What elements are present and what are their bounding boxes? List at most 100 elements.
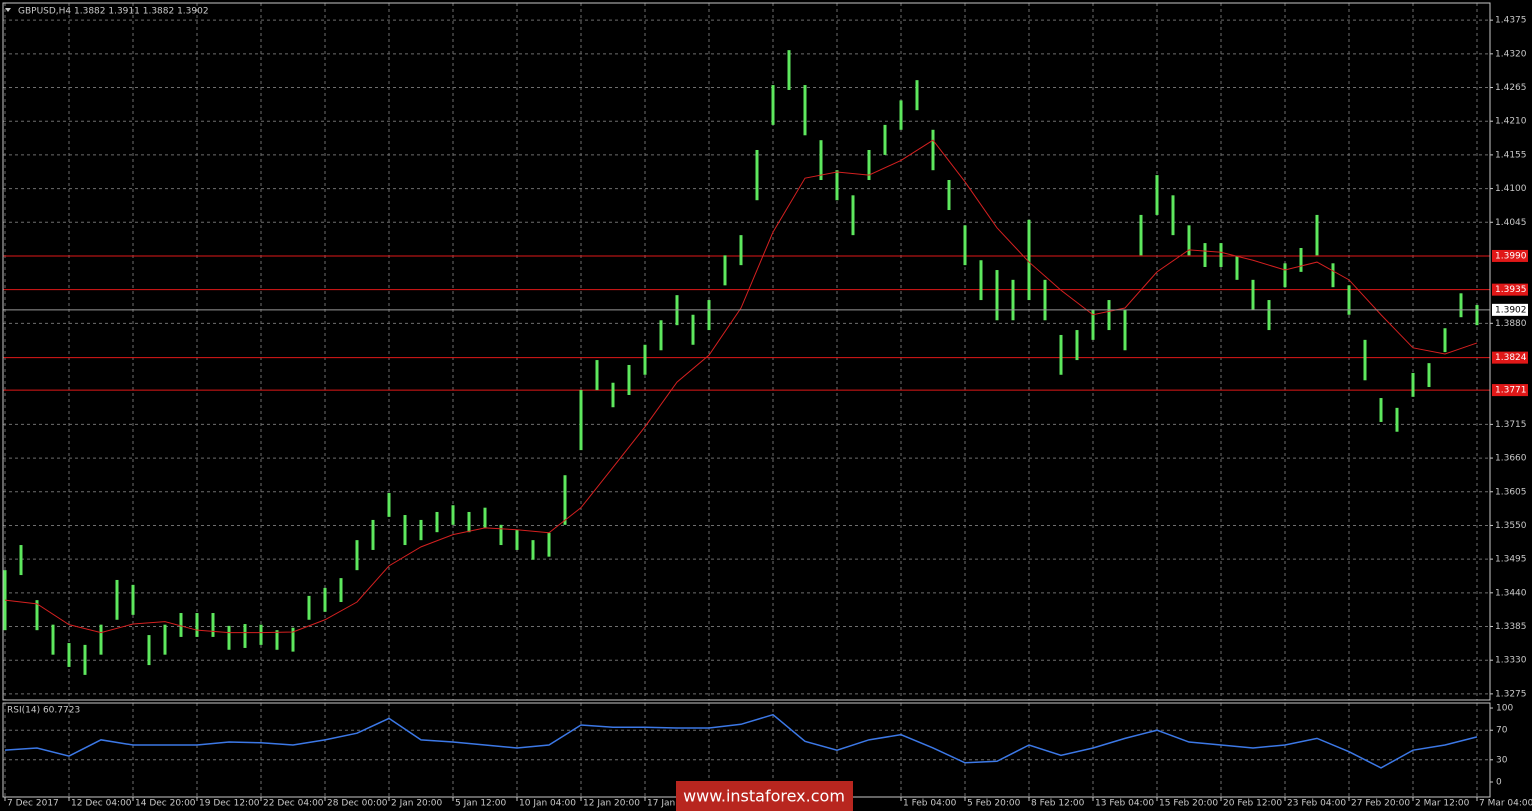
price-bar xyxy=(1363,339,1367,381)
price-bar xyxy=(1107,300,1111,331)
price-bar xyxy=(515,529,519,550)
x-tick-label: 14 Dec 20:00 xyxy=(135,799,196,809)
rsi-line xyxy=(4,713,1478,769)
y-tick-label: 1.4045 xyxy=(1495,218,1527,228)
watermark: www.instaforex.com xyxy=(683,787,845,806)
price-bar xyxy=(307,595,311,620)
x-tick-label: 1 Feb 04:00 xyxy=(903,799,957,809)
y-tick-label: 1.3660 xyxy=(1495,454,1527,464)
price-bar xyxy=(643,344,647,375)
level-label: 1.3935 xyxy=(1495,285,1527,295)
price-bar xyxy=(451,505,455,525)
price-bar xyxy=(19,545,23,576)
price-bar xyxy=(979,260,983,301)
y-tick-label: 1.3605 xyxy=(1495,487,1527,497)
price-bar xyxy=(1443,328,1447,353)
price-bar xyxy=(1027,219,1031,301)
price-bar xyxy=(659,320,663,351)
price-bar xyxy=(131,584,135,615)
price-bar xyxy=(851,195,855,236)
x-tick-label: 12 Jan 20:00 xyxy=(583,799,640,809)
level-box xyxy=(1492,283,1528,296)
y-tick-label: 1.3275 xyxy=(1495,689,1527,699)
moving-average xyxy=(4,139,1478,634)
price-bar xyxy=(691,314,695,345)
price-bar xyxy=(1123,309,1127,351)
x-tick-label: 19 Dec 12:00 xyxy=(199,799,260,809)
y-tick-label: 30 xyxy=(1496,755,1508,765)
price-bar xyxy=(563,475,567,525)
price-bar xyxy=(1219,243,1223,267)
price-bar xyxy=(147,635,151,666)
price-bar xyxy=(931,129,935,171)
price-bar xyxy=(947,180,951,211)
price-bar xyxy=(467,511,471,533)
price-bar xyxy=(1459,293,1463,318)
y-tick-label: 1.4155 xyxy=(1495,150,1527,160)
price-bar xyxy=(899,100,903,130)
price-bar xyxy=(419,519,423,541)
price-bar xyxy=(35,600,39,631)
price-bar xyxy=(1011,279,1015,321)
price-bar xyxy=(1251,279,1255,310)
x-tick-label: 2 Jan 20:00 xyxy=(391,799,443,809)
price-bar xyxy=(179,613,183,637)
price-bar xyxy=(211,613,215,637)
x-tick-label: 7 Dec 2017 xyxy=(7,799,59,809)
x-tick-label: 15 Feb 20:00 xyxy=(1159,799,1218,809)
x-tick-label: 22 Dec 04:00 xyxy=(263,799,324,809)
level-box xyxy=(1492,249,1528,262)
price-bar xyxy=(291,627,295,652)
price-bar xyxy=(227,625,231,650)
x-tick-label: 17 Jan 12:00 xyxy=(647,799,704,809)
price-bar xyxy=(1427,363,1431,388)
price-bar xyxy=(595,360,599,391)
price-bar xyxy=(51,624,55,655)
price-bar xyxy=(83,644,87,675)
price-bar xyxy=(579,390,583,451)
price-bar xyxy=(1411,372,1415,397)
y-tick-label: 1.3550 xyxy=(1495,521,1527,531)
y-tick-label: 1.4100 xyxy=(1495,184,1527,194)
level-label: 1.3771 xyxy=(1495,386,1527,396)
last-price-label: 1.3902 xyxy=(1495,305,1527,315)
price-bar xyxy=(435,511,439,533)
x-tick-label: 5 Jan 12:00 xyxy=(455,799,507,809)
price-bar xyxy=(739,235,743,266)
price-bar xyxy=(339,578,343,603)
price-bar xyxy=(1187,225,1191,256)
y-tick-label: 70 xyxy=(1496,726,1508,736)
price-bar xyxy=(883,124,887,155)
x-tick-label: 23 Feb 04:00 xyxy=(1287,799,1346,809)
price-bar xyxy=(387,492,391,517)
price-bar xyxy=(1315,214,1319,256)
price-bar xyxy=(723,255,727,286)
price-bar xyxy=(1091,309,1095,340)
level-box xyxy=(1492,351,1528,364)
price-bar xyxy=(1203,243,1207,267)
y-tick-label: 1.3880 xyxy=(1495,319,1527,329)
price-bar xyxy=(259,624,263,645)
price-bar xyxy=(755,149,759,201)
y-tick-label: 1.4265 xyxy=(1495,83,1527,93)
price-bar xyxy=(195,613,199,637)
y-tick-label: 1.3495 xyxy=(1495,555,1527,565)
price-bar xyxy=(499,524,503,546)
price-bar xyxy=(1395,407,1399,432)
price-bar xyxy=(1075,330,1079,361)
watermark-box xyxy=(676,781,853,811)
price-bar xyxy=(243,624,247,648)
rsi-title: RSI(14) 60.7723 xyxy=(7,706,80,716)
price-bar xyxy=(323,587,327,612)
panel-border xyxy=(2,2,1491,701)
price-bar xyxy=(867,149,871,181)
price-bar xyxy=(611,382,615,408)
price-bar xyxy=(707,300,711,331)
price-bar xyxy=(371,519,375,550)
price-bar xyxy=(1299,247,1303,272)
price-bar xyxy=(1475,304,1479,326)
price-bar xyxy=(995,270,999,321)
